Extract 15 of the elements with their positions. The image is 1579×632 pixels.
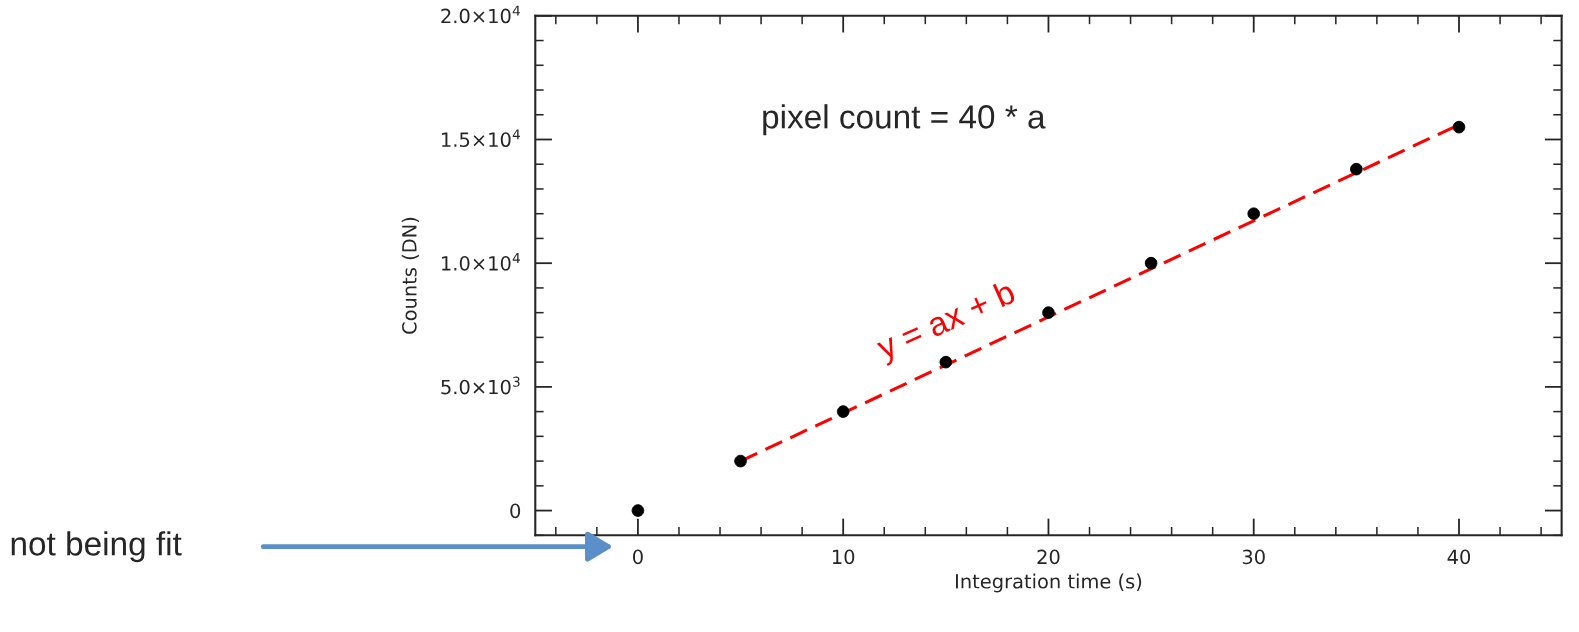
x-tick-label: 10 [832,549,855,565]
y-tick-label: 1.5×10$^{4}$ [442,129,520,148]
text: not being fit [11,531,182,563]
x-axis-title: Integration time (s) [956,573,1142,593]
x-tick-label: 30 [1242,549,1265,565]
x-tick-label: 0 [633,549,643,565]
y-tick-label: 1.0×10$^{4}$ [442,253,520,271]
x-tick-label: 20 [1037,549,1060,565]
y-tick-label: 5.0×10$^{3}$ [441,376,520,395]
x-tick-label: 40 [1447,549,1471,565]
annotation: pixel count = 40 * a [763,104,1046,136]
annotation: y = ax + b [874,278,1020,367]
y-tick-label: 0 [510,503,521,519]
y-axis-title: Counts (DN) [401,217,419,334]
y-tick-label: 2.0×10$^{4}$ [441,5,520,24]
